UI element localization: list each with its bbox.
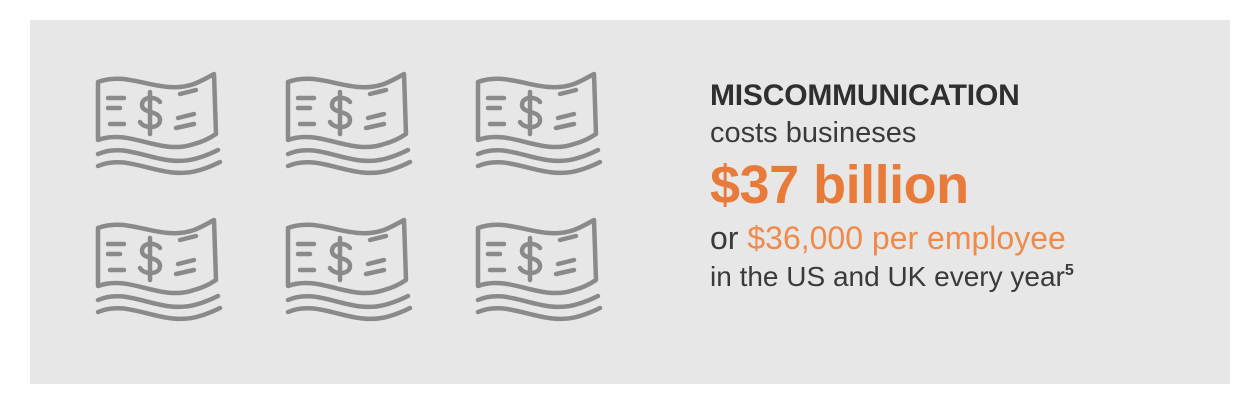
per-employee-line: or $36,000 per employee [710,218,1210,258]
money-bill-icon [280,62,420,182]
subline: costs busineses [710,117,917,149]
per-prefix: or [710,220,748,256]
region-timeframe-line: in the US and UK every year5 [710,258,1210,296]
per-employee-amount: $36,000 per employee [747,220,1066,256]
money-bill-icon [280,208,420,328]
region-timeframe-text: in the US and UK every year [710,261,1065,292]
money-icons-grid [90,58,610,338]
money-bill-icon [90,208,230,328]
footnote-marker: 5 [1064,262,1074,279]
money-bill-icon [470,62,610,182]
money-bill-icon [470,208,610,328]
cost-amount: $37 billion [710,155,969,215]
money-bill-icon [90,62,230,182]
headline: MISCOMMUNICATION [710,79,1020,112]
stat-text-block: MISCOMMUNICATION costs busineses $37 bil… [710,78,1210,296]
info-panel: MISCOMMUNICATION costs busineses $37 bil… [30,20,1230,384]
